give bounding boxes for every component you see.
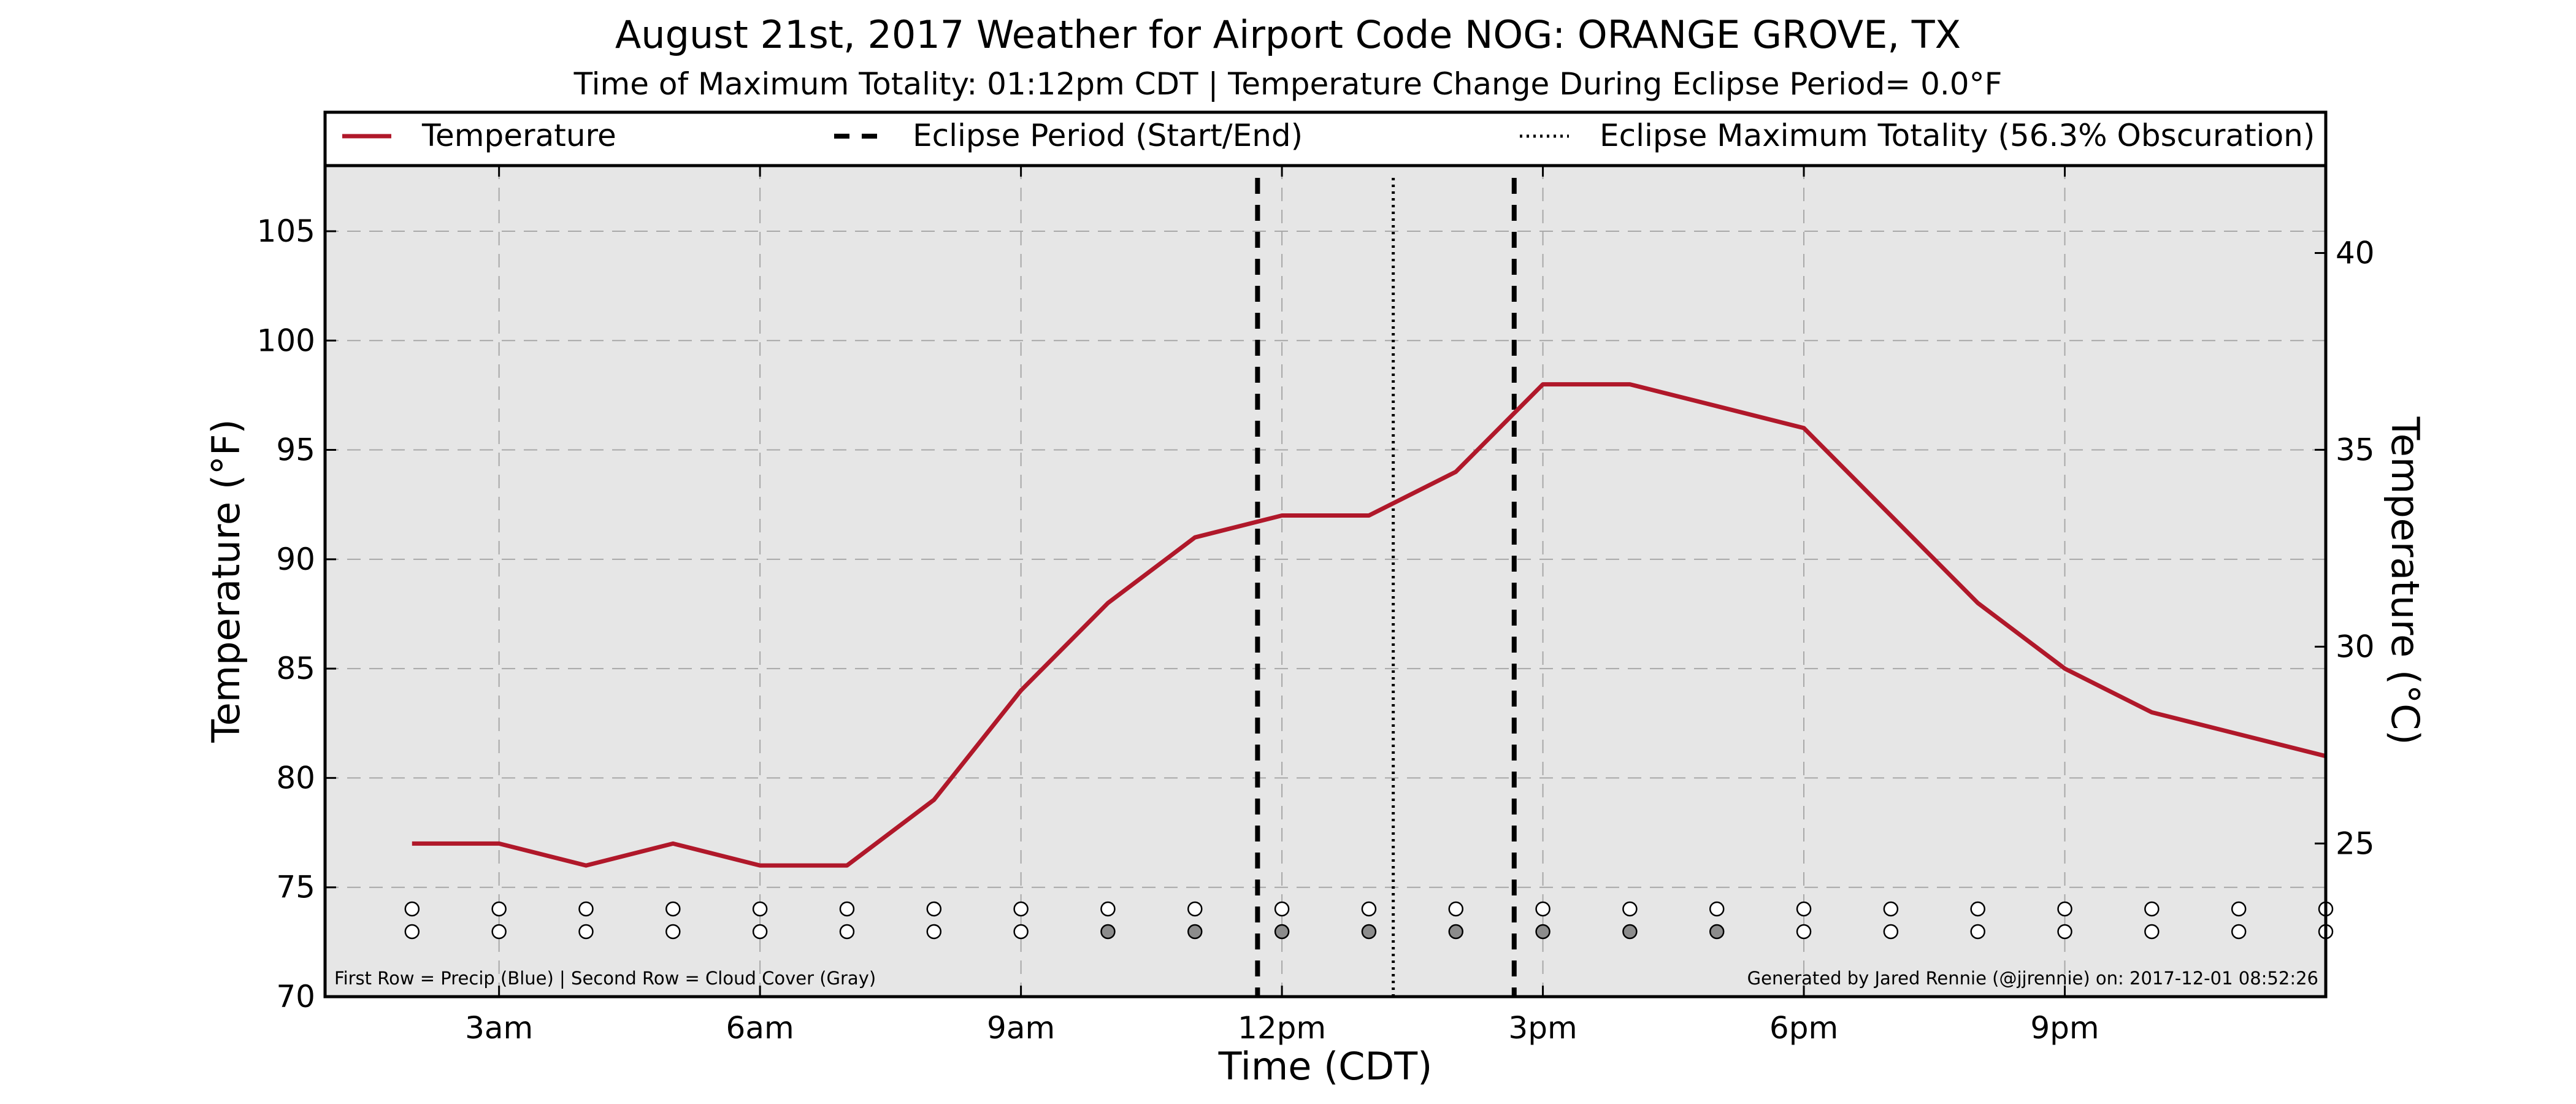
observation-markers [404, 901, 2334, 940]
precip-marker [1274, 901, 1290, 917]
temperature-line [412, 382, 2326, 868]
precip-marker [2231, 901, 2247, 917]
precip-marker [1709, 901, 1725, 917]
precip-marker [1883, 901, 1899, 917]
cloud-cover-marker [2231, 924, 2247, 940]
y-tick-label: 85 [276, 651, 315, 686]
y-tick-label: 90 [276, 542, 315, 577]
cloud-cover-marker [1883, 924, 1899, 940]
precip-marker [1013, 901, 1029, 917]
cloud-cover-marker [404, 924, 420, 940]
x-tick-label: 12pm [1238, 1010, 1326, 1046]
cloud-cover-marker [926, 924, 942, 940]
cloud-cover-marker [2144, 924, 2160, 940]
y-tick-label: 75 [276, 870, 315, 905]
y-tick-label: 105 [257, 213, 315, 249]
cloud-cover-marker [1361, 924, 1377, 940]
cloud-cover-marker [491, 924, 507, 940]
y-axis-ticks: 70 75 80 85 90 95 100 105 [257, 213, 336, 1014]
cloud-cover-marker [1709, 924, 1725, 940]
legend-eclipse-period-label: Eclipse Period (Start/End) [913, 118, 1303, 153]
cloud-cover-marker [1535, 924, 1551, 940]
cloud-cover-marker [2057, 924, 2072, 940]
precip-marker [1535, 901, 1551, 917]
x-tick-label: 9am [987, 1010, 1055, 1046]
x-axis-label: Time (CDT) [1218, 1044, 1433, 1089]
legend-box [323, 110, 2328, 167]
precip-marker [1361, 901, 1377, 917]
precip-marker [2144, 901, 2160, 917]
footnote-right: Generated by Jared Rennie (@jjrennie) on… [1747, 968, 2318, 989]
x-tick-label: 3pm [1508, 1010, 1577, 1046]
precip-marker [2057, 901, 2072, 917]
y2-tick-label: 35 [2336, 432, 2375, 467]
y2-tick-label: 40 [2336, 235, 2375, 270]
cloud-cover-marker [1448, 924, 1463, 940]
precip-marker [1796, 901, 1812, 917]
y-tick-label: 95 [276, 432, 315, 468]
precip-marker [404, 901, 420, 917]
precip-marker [491, 901, 507, 917]
x-tick-label: 9pm [2030, 1010, 2099, 1046]
y2-tick-label: 25 [2336, 826, 2375, 861]
x-axis-ticks: 3am 6am 9am 12pm 3pm 6pm 9pm [465, 166, 2099, 1046]
cloud-cover-marker [1274, 924, 1290, 940]
cloud-cover-marker [1187, 924, 1203, 940]
y2-tick-label: 30 [2336, 629, 2375, 664]
cloud-cover-marker [1013, 924, 1029, 940]
y-tick-label: 70 [276, 979, 315, 1014]
cloud-cover-marker [1622, 924, 1638, 940]
precip-marker [578, 901, 594, 917]
footnote-left: First Row = Precip (Blue) | Second Row =… [334, 968, 876, 989]
x-tick-label: 6pm [1769, 1010, 1838, 1046]
x-tick-label: 6am [726, 1010, 794, 1046]
y2-axis-label: Temperature (°C) [2383, 416, 2428, 745]
legend-eclipse-max-label: Eclipse Maximum Totality (56.3% Obscurat… [1600, 118, 2315, 153]
cloud-cover-marker [578, 924, 594, 940]
y2-axis-ticks: 25 30 35 40 [2315, 235, 2375, 861]
precip-marker [1100, 901, 1116, 917]
precip-marker [926, 901, 942, 917]
precip-marker [839, 901, 855, 917]
precip-marker [752, 901, 768, 917]
precip-marker [1187, 901, 1203, 917]
y-tick-label: 80 [276, 760, 315, 795]
temperature-series [412, 382, 2326, 868]
legend: Temperature Eclipse Period (Start/End) E… [323, 110, 2328, 167]
y-axis-label: Temperature (°F) [204, 419, 248, 743]
cloud-cover-marker [1100, 924, 1116, 940]
cloud-cover-marker [752, 924, 768, 940]
y-tick-label: 100 [257, 323, 315, 358]
cloud-cover-marker [839, 924, 855, 940]
cloud-cover-marker [1970, 924, 1985, 940]
precip-marker [1448, 901, 1463, 917]
x-tick-label: 3am [465, 1010, 533, 1046]
cloud-cover-marker [665, 924, 681, 940]
chart-subtitle: Time of Maximum Totality: 01:12pm CDT | … [573, 66, 2003, 102]
cloud-cover-marker [1796, 924, 1812, 940]
precip-marker [1622, 901, 1638, 917]
precip-marker [1970, 901, 1985, 917]
chart-title: August 21st, 2017 Weather for Airport Co… [615, 12, 1961, 57]
legend-temperature-label: Temperature [421, 118, 616, 153]
precip-marker [665, 901, 681, 917]
plot-background [325, 166, 2326, 997]
eclipse-lines [1255, 178, 1517, 997]
